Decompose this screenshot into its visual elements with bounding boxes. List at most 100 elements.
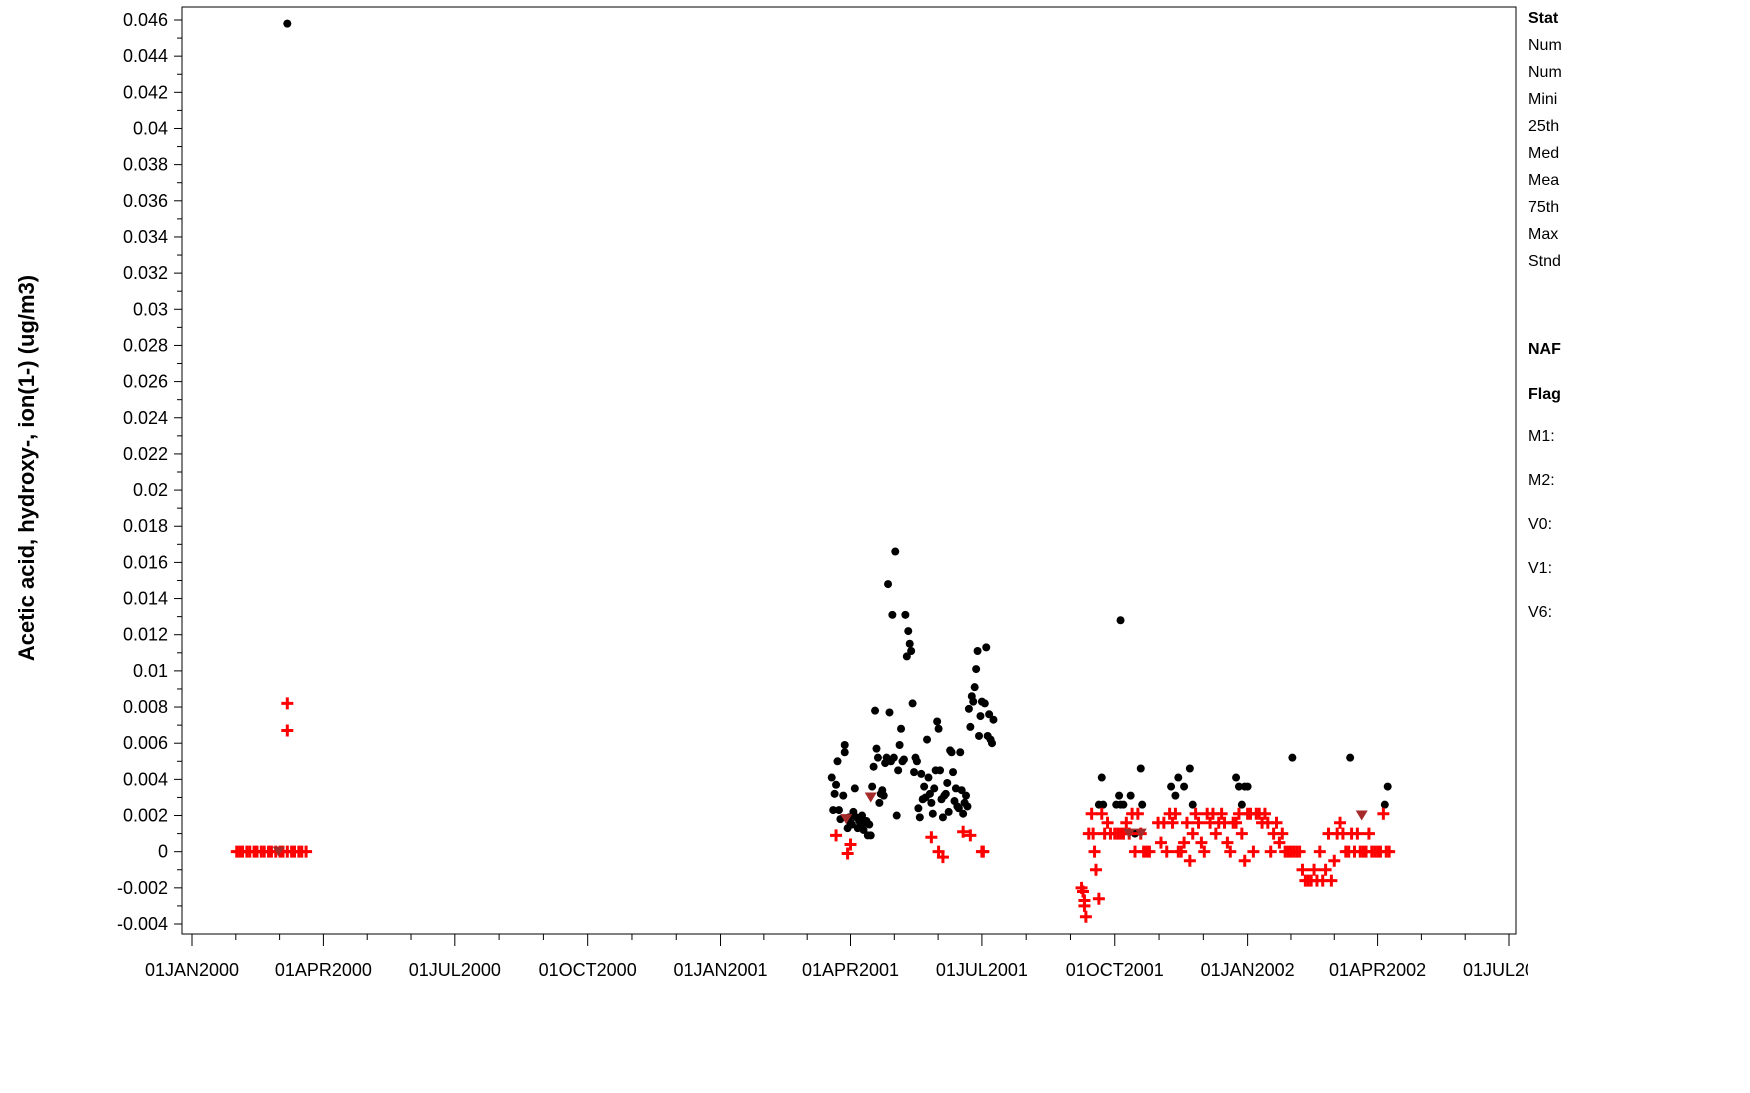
- stats-line: Max: [1528, 226, 1559, 243]
- data-point: [947, 748, 956, 757]
- data-point: [959, 809, 968, 818]
- data-point: [1186, 827, 1199, 840]
- data-point: [830, 829, 843, 842]
- data-point: [941, 789, 950, 798]
- data-point: [1115, 791, 1124, 800]
- data-point: [1215, 807, 1228, 820]
- data-point: [964, 704, 973, 713]
- data-point: [884, 580, 893, 589]
- data-point: [1136, 764, 1145, 773]
- data-point: [300, 845, 313, 858]
- flag-line: M1:: [1528, 428, 1555, 445]
- y-tick-label: 0.03: [133, 299, 168, 319]
- data-point: [1185, 764, 1194, 773]
- data-point: [1195, 836, 1208, 849]
- data-points: [230, 19, 1396, 923]
- data-point: [839, 791, 848, 800]
- data-point: [914, 804, 923, 813]
- data-point: [1377, 807, 1390, 820]
- data-point: [964, 829, 977, 842]
- data-point: [1325, 874, 1338, 887]
- data-point: [281, 697, 294, 710]
- data-point: [912, 757, 921, 766]
- data-point: [1178, 836, 1191, 849]
- data-point: [888, 610, 897, 619]
- flag-line: V0:: [1528, 516, 1553, 533]
- data-point: [982, 643, 991, 652]
- flag-line: V1:: [1528, 560, 1553, 577]
- x-tick-label: 01JAN2001: [673, 960, 767, 980]
- y-tick-label: 0.042: [123, 82, 168, 102]
- data-point: [977, 845, 990, 858]
- data-point: [1099, 800, 1108, 809]
- data-point: [1273, 836, 1286, 849]
- data-point: [944, 807, 953, 816]
- data-point: [915, 813, 924, 822]
- data-point: [923, 735, 932, 744]
- data-point: [956, 748, 965, 757]
- data-point: [910, 768, 919, 777]
- data-point: [1362, 827, 1375, 840]
- data-point: [934, 724, 943, 733]
- data-point: [1189, 807, 1202, 820]
- data-point: [899, 755, 908, 764]
- data-point: [868, 782, 877, 791]
- x-tick-label: 01JAN2002: [1201, 960, 1295, 980]
- data-point: [1079, 910, 1092, 923]
- y-tick-label: 0.026: [123, 372, 168, 392]
- data-point: [936, 766, 945, 775]
- data-point: [1243, 782, 1252, 791]
- data-point: [272, 846, 285, 857]
- y-tick-label: 0.002: [123, 806, 168, 826]
- data-point: [1089, 863, 1102, 876]
- data-point: [1383, 782, 1392, 791]
- data-point: [902, 652, 911, 661]
- data-point: [1175, 845, 1188, 858]
- data-point: [1171, 791, 1180, 800]
- x-tick-label: 01APR2001: [802, 960, 899, 980]
- flags-title: Flag: [1528, 386, 1561, 403]
- y-tick-label: 0.008: [123, 697, 168, 717]
- y-tick-label: 0.04: [133, 118, 168, 138]
- y-tick-label: 0.018: [123, 516, 168, 536]
- data-point: [962, 791, 971, 800]
- data-point: [1180, 816, 1193, 829]
- data-point: [871, 706, 880, 715]
- data-point: [901, 610, 910, 619]
- data-point: [1296, 863, 1309, 876]
- data-point: [1237, 800, 1246, 809]
- data-point: [949, 768, 958, 777]
- x-tick-label: 01JUL2000: [409, 960, 501, 980]
- data-point: [957, 786, 966, 795]
- data-point: [1154, 836, 1167, 849]
- y-tick-label: 0.036: [123, 191, 168, 211]
- data-point: [1143, 845, 1156, 858]
- x-tick-label: 01JUL2002: [1463, 960, 1528, 980]
- data-point: [847, 820, 856, 829]
- stats-line: Num: [1528, 64, 1562, 81]
- x-tick-label: 01APR2000: [275, 960, 372, 980]
- data-point: [933, 717, 942, 726]
- y-tick-label: 0.01: [133, 661, 168, 681]
- data-point: [907, 646, 916, 655]
- data-point: [841, 847, 854, 860]
- data-point: [1126, 791, 1135, 800]
- y-axis-label: Acetic acid, hydroxy-, ion(1-) (ug/m3): [14, 275, 39, 661]
- data-point: [864, 792, 877, 803]
- data-point: [1270, 816, 1283, 829]
- data-point: [1334, 816, 1347, 829]
- data-point: [1174, 773, 1183, 782]
- data-point: [1235, 827, 1248, 840]
- data-point: [873, 753, 882, 762]
- stats-line: Mini: [1528, 91, 1558, 108]
- data-point: [985, 710, 994, 719]
- data-point: [1078, 899, 1091, 912]
- data-point: [976, 712, 985, 721]
- y-tick-label: 0.016: [123, 552, 168, 572]
- stats-line: Mea: [1528, 172, 1560, 189]
- data-point: [1087, 827, 1100, 840]
- x-tick-label: 01OCT2001: [1066, 960, 1164, 980]
- data-point: [904, 627, 913, 636]
- data-point: [1134, 828, 1147, 839]
- data-point: [1328, 854, 1341, 867]
